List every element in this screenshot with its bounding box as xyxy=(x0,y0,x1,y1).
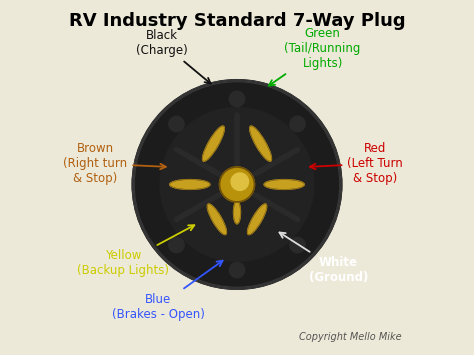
Text: Copyright Mello Mike: Copyright Mello Mike xyxy=(299,332,401,342)
Circle shape xyxy=(290,116,305,132)
Text: Blue
(Brakes - Open): Blue (Brakes - Open) xyxy=(112,261,223,321)
Text: Black
(Charge): Black (Charge) xyxy=(136,29,210,83)
Circle shape xyxy=(169,116,184,132)
Circle shape xyxy=(219,167,255,202)
Ellipse shape xyxy=(264,180,304,189)
Text: Green
(Tail/Running
Lights): Green (Tail/Running Lights) xyxy=(269,27,361,86)
Circle shape xyxy=(160,108,314,261)
Text: White
(Ground): White (Ground) xyxy=(280,233,368,284)
Text: Brown
(Right turn
& Stop): Brown (Right turn & Stop) xyxy=(64,142,166,185)
Circle shape xyxy=(229,262,245,278)
Ellipse shape xyxy=(247,204,267,235)
Circle shape xyxy=(290,237,305,253)
Circle shape xyxy=(132,80,342,289)
Circle shape xyxy=(229,91,245,106)
Circle shape xyxy=(169,237,184,253)
Ellipse shape xyxy=(202,126,224,161)
Text: Yellow
(Backup Lights): Yellow (Backup Lights) xyxy=(77,225,194,277)
Text: Red
(Left Turn
& Stop): Red (Left Turn & Stop) xyxy=(310,142,403,185)
Text: RV Industry Standard 7-Way Plug: RV Industry Standard 7-Way Plug xyxy=(69,11,405,29)
Ellipse shape xyxy=(207,204,227,235)
Ellipse shape xyxy=(170,180,210,189)
Circle shape xyxy=(231,173,248,190)
Ellipse shape xyxy=(250,126,272,161)
Ellipse shape xyxy=(234,201,240,224)
